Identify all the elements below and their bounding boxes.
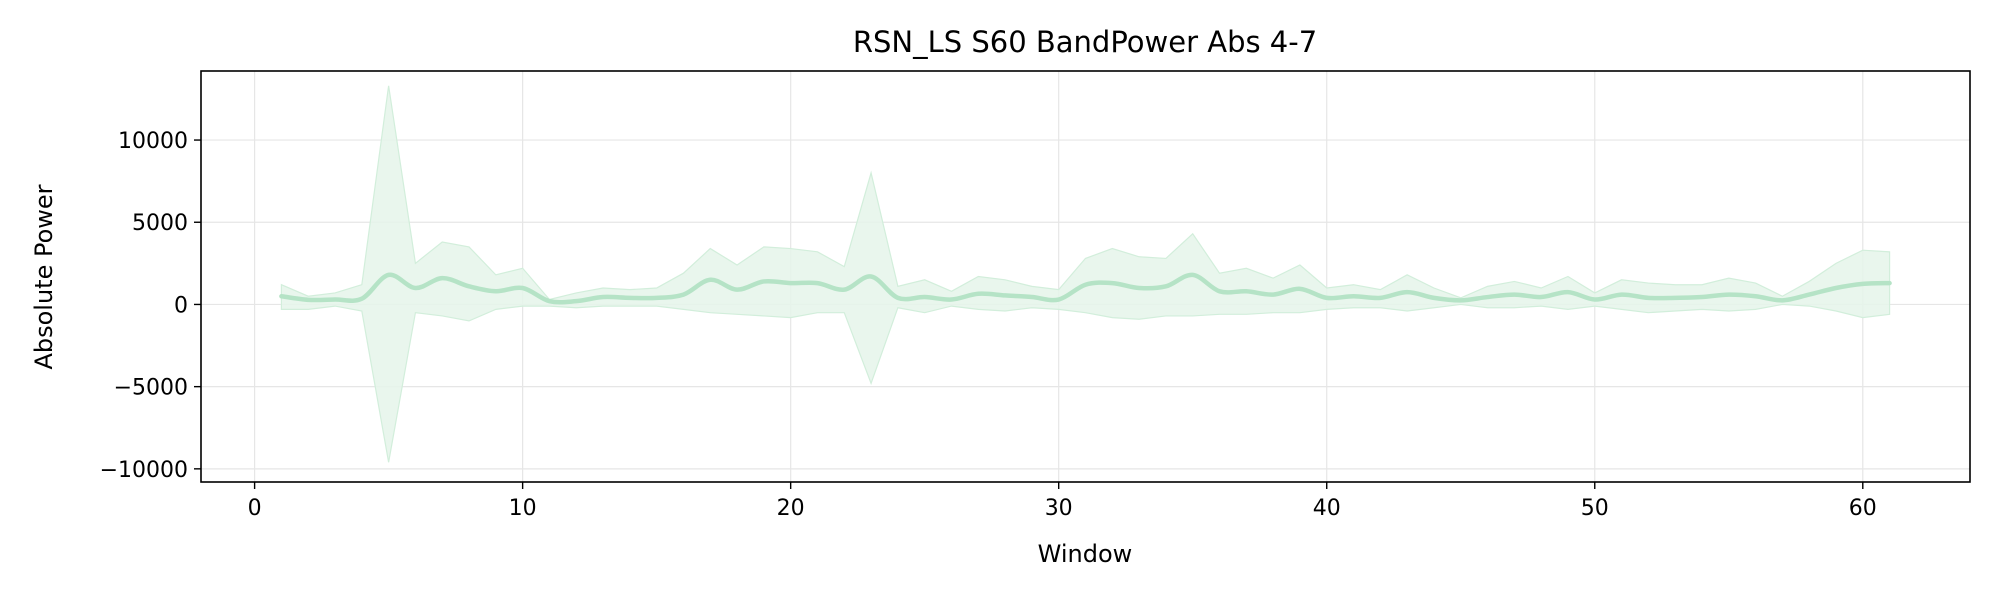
x-tick-label: 50 bbox=[1581, 496, 1609, 521]
y-axis-title: Absolute Power bbox=[30, 184, 58, 369]
y-tick-label: −10000 bbox=[100, 458, 188, 483]
x-axis-title: Window bbox=[1038, 540, 1133, 568]
x-tick-label: 10 bbox=[509, 496, 537, 521]
y-tick-label: 10000 bbox=[118, 129, 188, 154]
y-tick-label: −5000 bbox=[114, 376, 188, 401]
confidence-band-layer bbox=[280, 85, 1891, 463]
x-tick-label: 20 bbox=[777, 496, 805, 521]
x-tick-label: 0 bbox=[248, 496, 262, 521]
x-tick-label: 40 bbox=[1313, 496, 1341, 521]
y-tick-label: 5000 bbox=[132, 211, 188, 236]
x-tick-label: 30 bbox=[1045, 496, 1073, 521]
mean-line bbox=[279, 272, 1892, 305]
y-tick-label: 0 bbox=[174, 293, 188, 318]
mean-line-layer bbox=[279, 272, 1892, 305]
chart-title: RSN_LS S60 BandPower Abs 4-7 bbox=[853, 25, 1317, 59]
confidence-band bbox=[280, 85, 1891, 463]
plot-frame bbox=[200, 70, 1971, 483]
y-axis: −10000 −5000 0 5000 10000 bbox=[100, 129, 201, 483]
x-axis: 0 10 20 30 40 50 60 bbox=[248, 482, 1877, 521]
x-tick-label: 60 bbox=[1849, 496, 1877, 521]
